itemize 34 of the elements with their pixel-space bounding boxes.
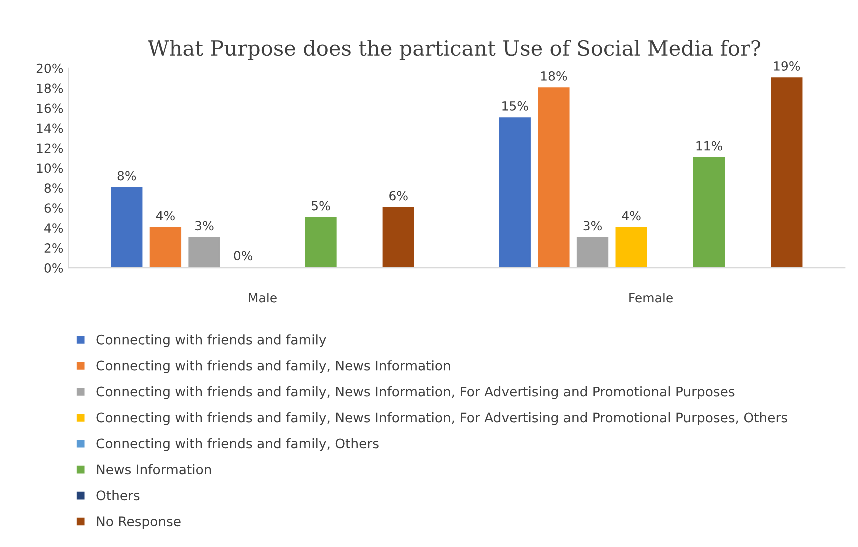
- data-label: 11%: [696, 141, 722, 151]
- y-tick-label: 14%: [37, 124, 64, 134]
- legend-label: Others: [96, 490, 140, 501]
- data-label: 18%: [541, 71, 568, 81]
- y-tick-label: 4%: [44, 224, 64, 234]
- y-tick-label: 12%: [37, 144, 64, 154]
- y-tick-label: 2%: [44, 244, 64, 253]
- data-label: 8%: [118, 171, 136, 181]
- chart-title: What Purpose does the particant Use of Social Media for?: [148, 40, 761, 60]
- y-tick-label: 0%: [44, 264, 64, 273]
- y-tick-label: 20%: [36, 64, 64, 74]
- legend-label: Connecting with friends and family, News Information, For Advertising and Promotional Purposes: [96, 386, 735, 400]
- data-label: 19%: [774, 61, 800, 71]
- data-label: 4%: [622, 211, 641, 221]
- x-tick-label: Female: [630, 293, 673, 303]
- x-tick-label: Male: [249, 293, 277, 303]
- data-label: 5%: [312, 201, 330, 211]
- legend-label: No Response: [97, 516, 181, 530]
- legend-label: Connecting with friends and family, News Information: [96, 360, 450, 374]
- data-label: 0%: [234, 251, 253, 261]
- y-tick-label: 6%: [44, 204, 64, 214]
- legend-label: Connecting with friends and family, Others: [96, 438, 379, 452]
- data-label: 15%: [502, 101, 528, 111]
- data-label: 3%: [196, 221, 214, 231]
- legend-label: News Information: [97, 464, 212, 475]
- data-label: 3%: [584, 221, 602, 231]
- y-tick-label: 18%: [37, 84, 64, 94]
- y-tick-label: 16%: [37, 104, 64, 114]
- y-tick-label: 10%: [37, 164, 64, 174]
- y-tick-label: 8%: [44, 184, 64, 194]
- data-label: 6%: [390, 191, 408, 201]
- legend-label: Connecting with friends and family, News Information, For Advertising and Promotional Purposes, Others: [96, 412, 788, 426]
- legend-label: Connecting with friends and family: [96, 334, 326, 348]
- data-label: 4%: [156, 211, 175, 221]
